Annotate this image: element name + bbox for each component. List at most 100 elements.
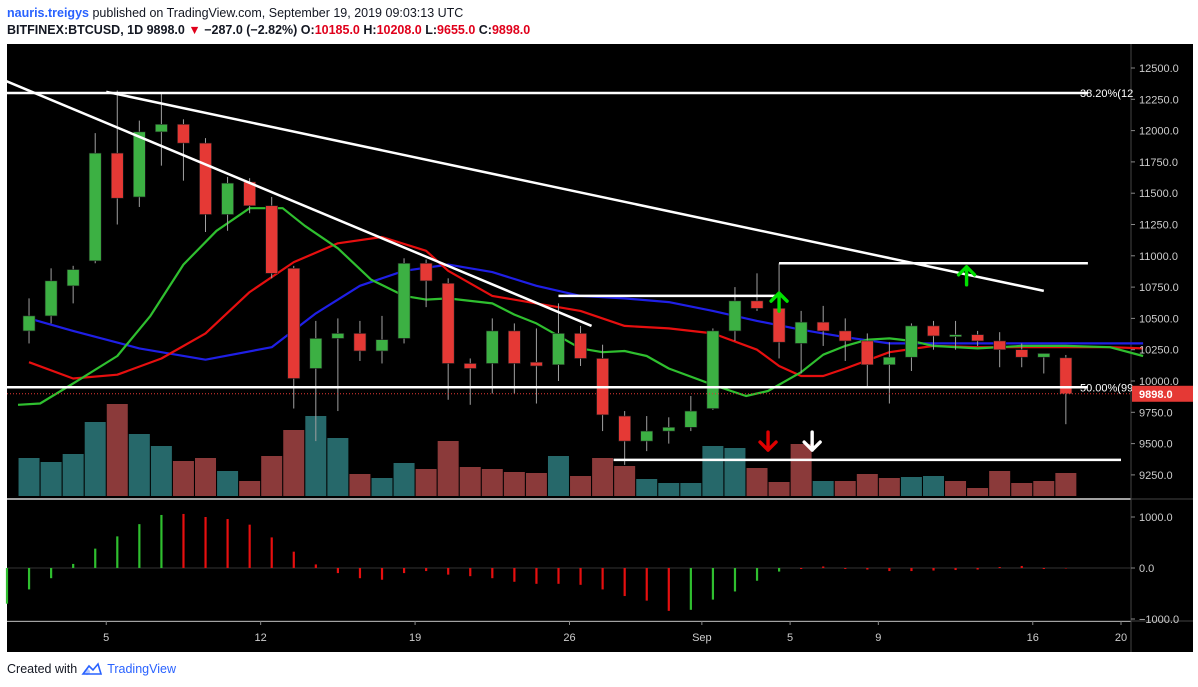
candle-body[interactable] (552, 333, 564, 364)
candle-body[interactable] (486, 331, 498, 364)
candle-body[interactable] (222, 183, 234, 214)
volume-bar (283, 430, 304, 496)
candle-body[interactable] (1016, 350, 1028, 358)
volume-bar (349, 474, 370, 496)
time-tick-label: 16 (1027, 632, 1039, 644)
volume-bar (482, 469, 503, 496)
oscillator-tick-label: −1000.0 (1139, 614, 1179, 626)
low-value: 9655.0 (437, 23, 475, 37)
candle-body[interactable] (994, 341, 1006, 350)
candle-body[interactable] (663, 427, 675, 431)
candle-body[interactable] (773, 308, 785, 342)
oscillator-tick-label: 1000.0 (1139, 512, 1173, 524)
volume-bar (504, 472, 525, 496)
volume-bar (416, 469, 437, 496)
candle-body[interactable] (751, 301, 763, 309)
candle-body[interactable] (883, 357, 895, 365)
volume-bar (702, 446, 723, 496)
candle-body[interactable] (795, 322, 807, 343)
volume-bar (85, 422, 106, 496)
open-value: 10185.0 (315, 23, 360, 37)
price-tick-label: 10750.0 (1139, 282, 1179, 294)
volume-bar (835, 481, 856, 496)
volume-bar (967, 488, 988, 496)
candle-body[interactable] (310, 338, 322, 368)
oscillator-pane[interactable] (7, 500, 1131, 621)
candle-body[interactable] (972, 335, 984, 341)
candle-body[interactable] (1038, 353, 1050, 357)
fib-level-label: 50.00%(99 (1080, 382, 1133, 394)
volume-bar (261, 456, 282, 496)
low-label: L: (425, 23, 437, 37)
candle-body[interactable] (67, 270, 79, 286)
price-tick-label: 12500.0 (1139, 63, 1179, 75)
time-tick-label: Sep (692, 632, 712, 644)
candle-body[interactable] (950, 335, 962, 337)
ohlc-line: BITFINEX:BTCUSD, 1D 9898.0 ▼ −287.0 (−2.… (7, 23, 530, 37)
price-tick-label: 10250.0 (1139, 345, 1179, 357)
open-label: O: (301, 23, 315, 37)
candle-body[interactable] (508, 331, 520, 364)
candle-body[interactable] (729, 301, 741, 331)
symbol-label[interactable]: BITFINEX:BTCUSD, 1D (7, 23, 143, 37)
candle-body[interactable] (641, 431, 653, 441)
candle-body[interactable] (266, 206, 278, 274)
candle-body[interactable] (839, 331, 851, 341)
time-tick-label: 19 (409, 632, 421, 644)
volume-bar (769, 482, 790, 496)
candle-body[interactable] (155, 124, 167, 132)
candle-body[interactable] (376, 340, 388, 351)
candle-body[interactable] (817, 322, 829, 331)
volume-bar (747, 468, 768, 496)
candle-body[interactable] (707, 331, 719, 409)
candle-body[interactable] (133, 132, 145, 197)
high-value: 10208.0 (377, 23, 422, 37)
candle-body[interactable] (23, 316, 35, 331)
volume-bar (813, 481, 834, 496)
price-tick-label: 9500.0 (1139, 439, 1173, 451)
candle-body[interactable] (464, 363, 476, 368)
volume-bar (63, 454, 84, 496)
candle-body[interactable] (398, 263, 410, 338)
candle-body[interactable] (200, 143, 212, 214)
volume-bar (857, 474, 878, 496)
volume-bar (460, 467, 481, 496)
candle-body[interactable] (619, 416, 631, 441)
time-tick-label: 9 (875, 632, 881, 644)
candle-body[interactable] (45, 281, 57, 316)
candle-body[interactable] (927, 326, 939, 336)
footer: Created with TradingView (7, 662, 176, 676)
candle-body[interactable] (332, 333, 344, 338)
candle-body[interactable] (420, 263, 432, 281)
volume-bar (1033, 481, 1054, 496)
volume-bar (19, 458, 40, 496)
volume-bar (327, 438, 348, 496)
volume-bar (195, 458, 216, 496)
candle-body[interactable] (861, 341, 873, 365)
created-with-text: Created with (7, 662, 77, 676)
candle-body[interactable] (530, 362, 542, 366)
price-tick-label: 9250.0 (1139, 470, 1173, 482)
candle-body[interactable] (89, 153, 101, 261)
volume-bar (151, 446, 172, 496)
volume-bar (107, 404, 128, 496)
time-tick-label: 12 (255, 632, 267, 644)
candle-body[interactable] (354, 333, 366, 351)
volume-bar (41, 462, 62, 496)
volume-bar (658, 483, 679, 496)
tradingview-logo-icon (81, 662, 103, 676)
price-tick-label: 11500.0 (1139, 188, 1178, 200)
volume-bar (989, 471, 1010, 496)
candle-body[interactable] (177, 124, 189, 143)
candle-body[interactable] (111, 153, 123, 198)
candle-body[interactable] (685, 411, 697, 427)
tradingview-brand[interactable]: TradingView (107, 662, 176, 676)
author-name[interactable]: nauris.treigys (7, 6, 89, 20)
price-tick-label: 12250.0 (1139, 94, 1179, 106)
candle-body[interactable] (288, 268, 300, 378)
candle-body[interactable] (442, 283, 454, 363)
volume-bar (923, 476, 944, 496)
candle-body[interactable] (905, 326, 917, 357)
candle-body[interactable] (575, 333, 587, 358)
